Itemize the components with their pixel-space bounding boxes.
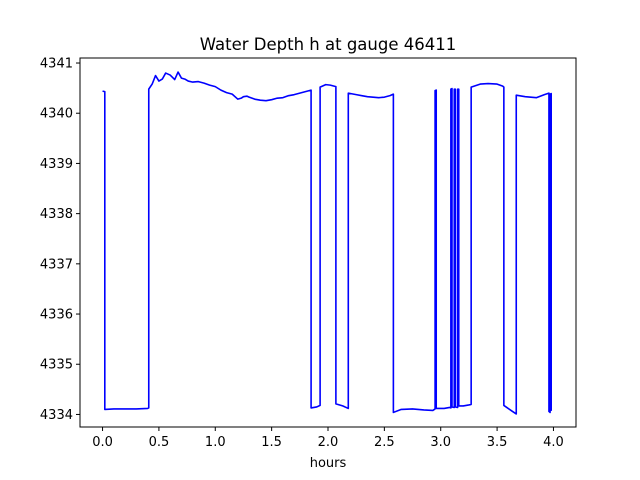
y-tick-label: 4336 [40,308,73,323]
y-tick-label: 4340 [40,107,73,122]
x-tick-label: 0.0 [92,435,113,450]
x-tick-label: 0.5 [149,435,170,450]
x-tick-label: 3.5 [487,435,508,450]
y-tick-label: 4341 [40,57,73,72]
series-line [102,71,552,415]
y-tick-label: 4339 [40,157,73,172]
chart-title: Water Depth h at gauge 46411 [200,35,456,54]
x-tick-label: 1.5 [261,435,282,450]
x-tick-label: 3.0 [430,435,451,450]
x-axis-label: hours [310,456,347,471]
y-tick-label: 4334 [40,408,73,423]
x-tick-label: 2.0 [318,435,339,450]
x-axis: 0.0 0.5 1.0 1.5 2.0 2.5 3.0 3.5 4.0 [92,427,564,450]
y-tick-label: 4338 [40,207,73,222]
plot-frame [79,57,577,428]
y-axis: 4334 4335 4336 4337 4338 4339 4340 4341 [40,57,80,423]
y-tick-label: 4337 [40,257,73,272]
x-tick-label: 4.0 [543,435,564,450]
x-tick-label: 2.5 [374,435,395,450]
x-tick-label: 1.0 [205,435,226,450]
y-tick-label: 4335 [40,358,73,373]
